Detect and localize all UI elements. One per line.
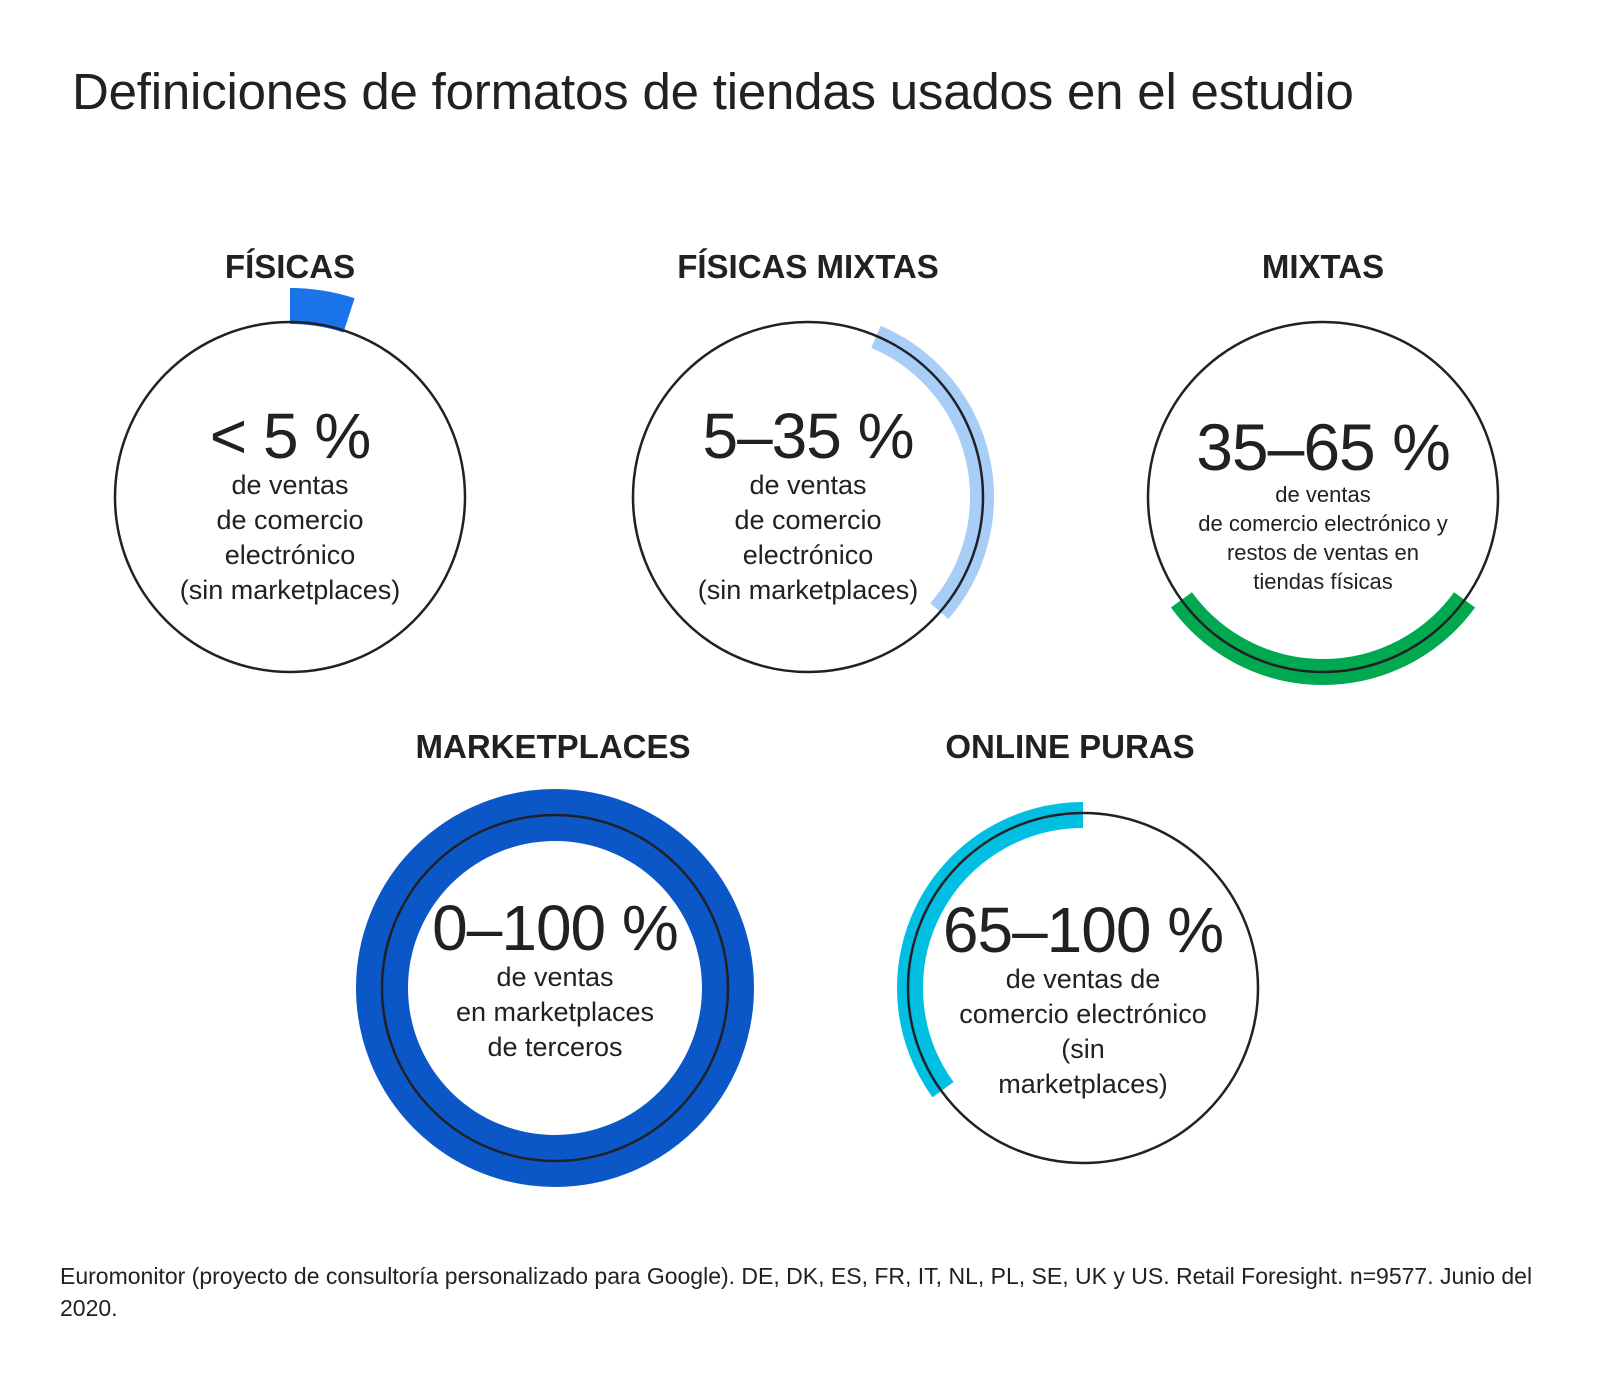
ring-arc-online-puras (897, 802, 1084, 1098)
source-note: Euromonitor (proyecto de consultoría per… (60, 1263, 1533, 1321)
format-title-fisicas: FÍSICAS (224, 248, 356, 285)
description-line: restos de ventas en (1226, 540, 1419, 565)
ring-outline (380, 813, 730, 1163)
ring-text-fisicas: < 5 % de ventas de comercio electrónico … (180, 404, 401, 608)
ring-outline (113, 320, 467, 674)
description-line: de ventas (749, 470, 867, 500)
range-value: 5–35 % (702, 400, 914, 472)
ring-arc-mixtas (1170, 592, 1476, 685)
ring-outline (1146, 320, 1500, 674)
ring-marketplaces (356, 789, 754, 1187)
description-line: de ventas (1275, 482, 1371, 507)
ring-text-mixtas: 35–65 % de ventas de comercio electrónic… (1196, 410, 1451, 596)
description-line: marketplaces) (998, 1069, 1168, 1099)
description-line: de comercio (216, 505, 364, 535)
format-title-fisicas-mixtas: FÍSICAS MIXTAS (677, 248, 939, 285)
ring-fisicas-mixtas (631, 320, 994, 674)
ring-arc-fisicas (289, 288, 355, 333)
ring-mixtas (1146, 320, 1500, 685)
format-title-mixtas: MIXTAS (1261, 248, 1385, 285)
ring-outline (631, 320, 985, 674)
format-title-marketplaces: MARKETPLACES (415, 728, 691, 765)
description-line: electrónico (742, 540, 874, 570)
description-line: comercio electrónico (959, 999, 1207, 1029)
description-line: (sin marketplaces) (179, 575, 401, 605)
description-line: de comercio electrónico y (1198, 511, 1448, 536)
description-line: de ventas de (1005, 964, 1161, 994)
description-line: de terceros (487, 1032, 623, 1062)
ring-text-fisicas-mixtas: 5–35 % de ventas de comercio electrónico… (698, 404, 919, 608)
page-title: Definiciones de formatos de tiendas usad… (72, 63, 1354, 120)
description-line: electrónico (224, 540, 356, 570)
range-value: 35–65 % (1196, 410, 1451, 484)
ring-online-puras (897, 802, 1260, 1165)
description-line: tiendas físicas (1253, 569, 1393, 594)
description-line: de ventas (496, 962, 614, 992)
ring-outline (906, 811, 1260, 1165)
description-line: de ventas (231, 470, 349, 500)
ring-text-marketplaces: 0–100 % de ventas en marketplaces de ter… (432, 892, 679, 1065)
range-value: 65–100 % (942, 894, 1224, 966)
ring-fisicas (113, 288, 467, 674)
format-title-online-puras: ONLINE PURAS (945, 728, 1195, 765)
description-line: de comercio (734, 505, 882, 535)
description-line: en marketplaces (455, 997, 655, 1027)
range-value: < 5 % (209, 400, 371, 472)
range-value: 0–100 % (432, 892, 679, 964)
description-line: (sin (1061, 1034, 1105, 1064)
description-line: (sin marketplaces) (697, 575, 919, 605)
ring-text-online-puras: 65–100 % de ventas de comercio electróni… (942, 894, 1224, 1102)
